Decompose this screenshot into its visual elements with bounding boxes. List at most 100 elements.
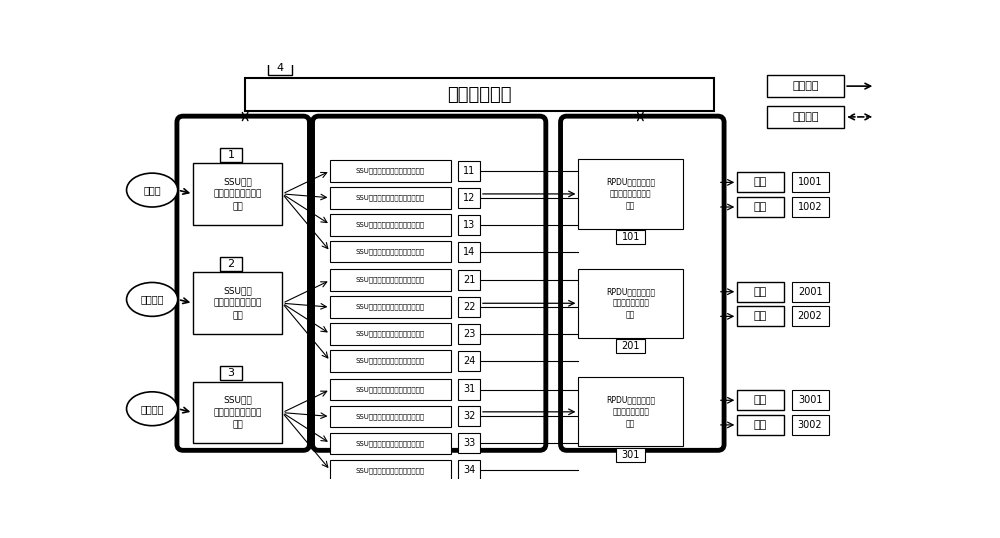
Bar [330, 459, 450, 481]
Text: 通讯线缆: 通讯线缆 [792, 112, 819, 122]
Bar [458, 297, 480, 317]
Bar [245, 79, 714, 111]
Text: 24: 24 [463, 356, 475, 366]
Text: SSU单体（依据负载设计电流值）: SSU单体（依据负载设计电流值） [356, 249, 425, 255]
Bar [458, 379, 480, 400]
Bar [330, 160, 450, 182]
Text: SSU单体（依据负载设计电流值）: SSU单体（依据负载设计电流值） [356, 467, 425, 473]
Bar [458, 270, 480, 290]
Text: SSU单体
（依据负载设计电流
值）: SSU单体 （依据负载设计电流 值） [214, 286, 262, 320]
Bar [458, 242, 480, 261]
Bar [458, 351, 480, 371]
Text: 1002: 1002 [798, 202, 822, 212]
Bar [737, 197, 784, 217]
Bar [330, 433, 450, 454]
Text: 11: 11 [463, 166, 475, 176]
Bar [578, 159, 683, 229]
Text: 1: 1 [228, 150, 235, 160]
Text: 3002: 3002 [798, 420, 822, 430]
Text: 31: 31 [463, 385, 475, 394]
Bar [616, 339, 645, 353]
Text: SSU单体（依据负载设计电流值）: SSU单体（依据负载设计电流值） [356, 304, 425, 310]
Text: 1001: 1001 [798, 178, 822, 187]
Bar [616, 230, 645, 244]
Text: SSU单体（依据负载设计电流值）: SSU单体（依据负载设计电流值） [356, 194, 425, 201]
Bar [737, 415, 784, 435]
FancyBboxPatch shape [313, 116, 546, 450]
Bar [193, 163, 282, 225]
Bar [458, 406, 480, 427]
Bar [792, 306, 829, 327]
Bar [458, 215, 480, 235]
Text: RPDU远程配电单元
（依据负载设计电流
值）: RPDU远程配电单元 （依据负载设计电流 值） [606, 178, 655, 210]
Bar [458, 188, 480, 208]
Bar [330, 350, 450, 372]
Text: 3: 3 [228, 369, 235, 378]
Text: 4: 4 [276, 63, 284, 73]
Text: 地面电源: 地面电源 [140, 404, 164, 414]
Text: SSU单体
（依据负载设计电流
值）: SSU单体 （依据负载设计电流 值） [214, 177, 262, 211]
Text: 33: 33 [463, 438, 475, 448]
Text: SSU单体
（依据负载设计电流
值）: SSU单体 （依据负载设计电流 值） [214, 395, 262, 430]
Bar [792, 415, 829, 435]
Bar [330, 406, 450, 427]
Ellipse shape [127, 173, 178, 207]
Bar [458, 434, 480, 454]
FancyBboxPatch shape [177, 116, 309, 450]
Bar [792, 197, 829, 217]
Bar [330, 241, 450, 263]
Text: 14: 14 [463, 246, 475, 257]
Text: 34: 34 [463, 465, 475, 476]
Text: 负载: 负载 [754, 178, 767, 187]
Bar [193, 272, 282, 334]
Bar [737, 306, 784, 327]
Bar [220, 366, 242, 380]
Bar [330, 379, 450, 400]
Text: 负载: 负载 [754, 395, 767, 405]
Text: SSU单体（依据负载设计电流值）: SSU单体（依据负载设计电流值） [356, 277, 425, 284]
Text: 2002: 2002 [798, 312, 822, 321]
Bar [330, 187, 450, 209]
Text: 201: 201 [621, 342, 640, 351]
Text: 智能控制单元: 智能控制单元 [447, 86, 512, 104]
Bar [737, 282, 784, 302]
Bar [220, 148, 242, 161]
Text: 负载: 负载 [754, 287, 767, 297]
Text: 配电线缆: 配电线缆 [792, 81, 819, 91]
Bar [458, 461, 480, 480]
Bar [767, 106, 844, 128]
Bar [737, 390, 784, 410]
Bar [792, 282, 829, 302]
Bar [458, 324, 480, 344]
Bar [578, 268, 683, 338]
Text: 主电源: 主电源 [143, 185, 161, 195]
Text: SSU单体（依据负载设计电流值）: SSU单体（依据负载设计电流值） [356, 386, 425, 393]
Text: RPDU远程配电单元
（依据负载设计电
流）: RPDU远程配电单元 （依据负载设计电 流） [606, 287, 655, 320]
Bar [193, 382, 282, 443]
Text: 2001: 2001 [798, 287, 822, 297]
Text: 21: 21 [463, 275, 475, 285]
Bar [616, 448, 645, 462]
Text: 301: 301 [622, 450, 640, 460]
Text: 2: 2 [228, 259, 235, 269]
Ellipse shape [127, 392, 178, 426]
Bar [737, 172, 784, 193]
Bar [330, 323, 450, 345]
Bar [330, 214, 450, 236]
Bar [792, 172, 829, 193]
Bar [220, 257, 242, 271]
Bar [330, 270, 450, 291]
Bar [268, 61, 292, 75]
Text: 13: 13 [463, 220, 475, 230]
Text: 32: 32 [463, 412, 475, 421]
Bar [767, 75, 844, 97]
Text: RPDU远程配电单元
（依据负载设计电
流）: RPDU远程配电单元 （依据负载设计电 流） [606, 395, 655, 428]
Ellipse shape [127, 282, 178, 316]
Text: 负载: 负载 [754, 420, 767, 430]
Text: SSU单体（依据负载设计电流值）: SSU单体（依据负载设计电流值） [356, 358, 425, 364]
Text: 101: 101 [622, 232, 640, 242]
Bar [578, 377, 683, 447]
Text: 负载: 负载 [754, 312, 767, 321]
Text: 12: 12 [463, 193, 475, 203]
Text: 22: 22 [463, 302, 475, 312]
